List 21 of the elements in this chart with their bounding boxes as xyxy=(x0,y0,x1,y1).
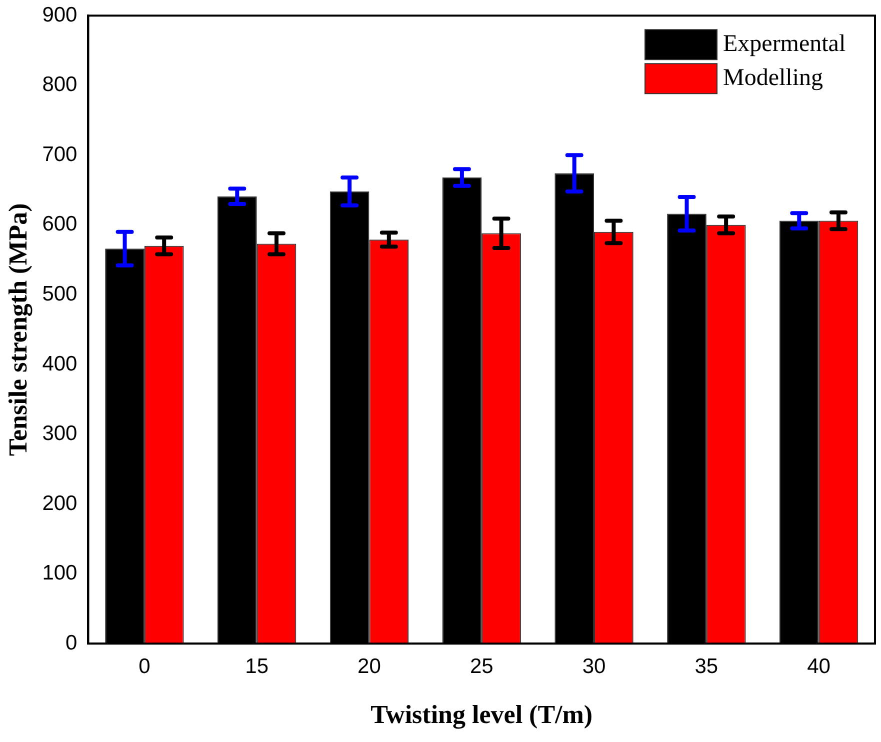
legend-label: Modelling xyxy=(723,64,823,91)
x-tick-label: 30 xyxy=(582,654,606,678)
y-tick-label: 900 xyxy=(42,3,78,26)
x-tick-label: 0 xyxy=(138,654,150,678)
y-tick-label: 300 xyxy=(42,422,78,446)
x-tick-label: 40 xyxy=(807,654,830,678)
y-axis-title: Tensile strength (MPa) xyxy=(3,203,32,456)
legend-label: Expermental xyxy=(723,30,846,57)
x-tick-label: 35 xyxy=(694,654,718,678)
y-tick-label: 200 xyxy=(42,492,78,515)
x-tick-label: 15 xyxy=(245,654,269,678)
y-tick-label: 0 xyxy=(66,631,78,654)
y-tick-label: 700 xyxy=(42,142,78,166)
y-tick-label: 400 xyxy=(42,352,78,376)
x-tick-label: 20 xyxy=(358,654,381,678)
y-tick-label: 800 xyxy=(42,73,78,96)
x-tick-label: 25 xyxy=(470,654,494,678)
x-axis-title: Twisting level (T/m) xyxy=(370,700,593,730)
y-tick-label: 100 xyxy=(42,562,78,585)
y-tick-label: 500 xyxy=(42,282,78,306)
y-tick-label: 600 xyxy=(42,212,78,236)
